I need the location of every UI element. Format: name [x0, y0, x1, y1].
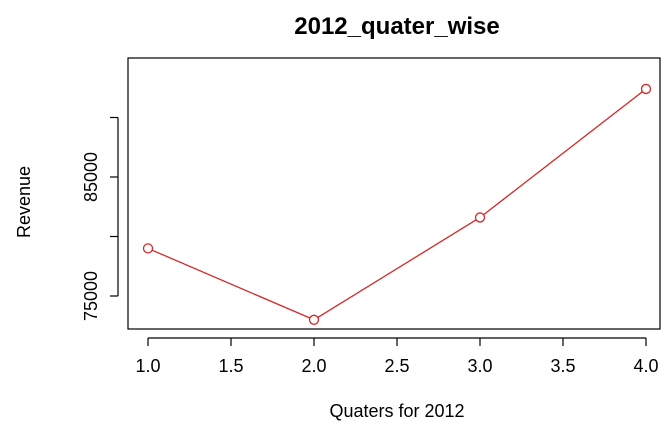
x-tick-label: 4.0 — [633, 356, 658, 376]
chart-title: 2012_quater_wise — [294, 13, 499, 40]
data-point — [142, 243, 154, 254]
series-line-segment — [317, 219, 477, 318]
series-line-segment — [483, 91, 643, 216]
data-point — [474, 212, 486, 223]
y-axis: 75000 85000 — [81, 116, 119, 321]
x-axis-label: Quaters for 2012 — [329, 401, 464, 421]
x-tick-label: 3.0 — [467, 356, 492, 376]
series-line-segment — [151, 249, 311, 319]
x-tick-label: 2.5 — [384, 356, 409, 376]
y-tick-label: 85000 — [81, 152, 101, 202]
x-tick-label: 1.5 — [218, 356, 243, 376]
x-axis: 1.0 1.5 2.0 2.5 3.0 3.5 4.0 — [135, 337, 659, 376]
y-axis-label: Revenue — [14, 166, 34, 238]
x-tick-label: 1.0 — [135, 356, 160, 376]
y-tick-label: 75000 — [81, 271, 101, 321]
x-tick-label: 2.0 — [301, 356, 326, 376]
x-tick-label: 3.5 — [550, 356, 575, 376]
plot-frame — [127, 57, 661, 330]
data-point — [308, 314, 320, 325]
data-point — [640, 83, 652, 95]
series-layer — [142, 83, 652, 325]
